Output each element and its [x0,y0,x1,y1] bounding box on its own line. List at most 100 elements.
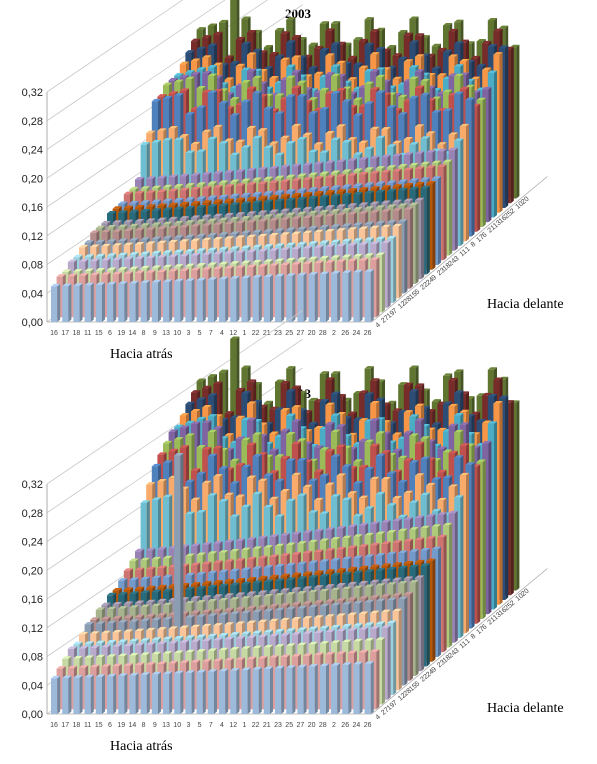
bar [219,276,229,322]
bar-top [336,87,346,91]
bar-top [314,71,324,75]
bar-top [286,75,296,78]
bar-front [297,275,304,322]
bar [286,273,296,322]
gridline [46,0,226,122]
bar-side [124,281,128,322]
bar-top [247,52,257,55]
bar-side [460,495,464,638]
bar-top [398,56,408,60]
bar-top [252,48,262,52]
bar-top [308,111,318,114]
x-tick-label: 10 [173,330,181,337]
bar-top [370,126,380,130]
bar-front [241,278,248,322]
bar-top [370,69,380,72]
bar-top [482,40,492,44]
bar-side [477,103,481,232]
bar [73,283,83,322]
bar-front [331,273,338,322]
bar [263,274,273,322]
bar-side [146,280,150,322]
bar-top [263,45,273,48]
bar-side [270,274,273,322]
z-tick-label: 4 [375,322,383,330]
bar-top [359,38,369,42]
bar-top [185,112,195,115]
bar-side [169,279,173,322]
bar [185,278,195,322]
bar-top [443,49,453,53]
bar-top [185,50,195,53]
bar-front [219,279,226,322]
bar-front [252,277,259,322]
bar-top [375,90,385,93]
bar-side [426,185,430,275]
bar-top [185,70,195,73]
bar-top [191,58,201,61]
bar-top [224,138,234,141]
x-tick-label: 3 [186,330,190,337]
bar-top [448,28,458,32]
bar-side [292,273,296,322]
bar-top [196,86,206,89]
x-tick-label: 11 [84,330,91,337]
bar-top [454,91,464,95]
bar-top [230,113,240,116]
bar-side [180,278,184,322]
bar-top [168,77,178,81]
bar-top [342,99,352,102]
bar [331,270,341,322]
bar-side [510,400,514,596]
bar-top [443,89,453,93]
bar-side [376,257,380,318]
x-tick-label: 13 [162,330,170,337]
bar-side [471,97,475,237]
bar-top [224,77,234,80]
bar-top [331,73,341,77]
bar-top [275,152,285,156]
bar-top [364,42,374,46]
bar-side [68,283,72,322]
y-tick-label: 0,00 [22,317,43,329]
bar-top [303,132,313,136]
bar-top [319,87,329,91]
bar-top [191,71,201,75]
bar-top [163,82,173,86]
bar-top [314,142,324,145]
bar-side [432,181,436,270]
bar-top [202,70,212,74]
bar-top [409,40,419,43]
bar-top [202,55,212,58]
x-axis-label: Hacia atrás [110,347,173,362]
bar-top [420,92,430,96]
bar-top [353,62,363,66]
bar-top [140,142,150,145]
bar-top [319,107,329,110]
y-tick-label: 0,16 [22,202,43,214]
bar-side [466,123,469,242]
bar-top [168,126,178,129]
bar-side [494,70,497,218]
y-tick-label: 0,20 [22,173,43,185]
bar-top [347,137,357,140]
bar-top [196,105,206,109]
bar-side [460,138,464,246]
chart-panel-0: 20030,000,040,080,120,160,200,240,280,32… [22,0,564,362]
bar-side [370,269,374,322]
bar-top [398,112,408,115]
bar-side [393,235,397,303]
x-tick-label: 28 [319,330,327,337]
bar-top [364,101,374,104]
bar-front [118,283,125,322]
x-tick-label: 5 [198,330,202,337]
bar-top [409,16,419,20]
bar-top [269,51,279,55]
z-axis-label: Hacia delante [487,297,564,312]
bar [241,275,251,322]
bar-top [247,125,257,129]
bar-side [510,46,514,204]
bar-top [275,27,285,31]
bar-top [437,142,447,145]
bar-side [303,272,307,322]
